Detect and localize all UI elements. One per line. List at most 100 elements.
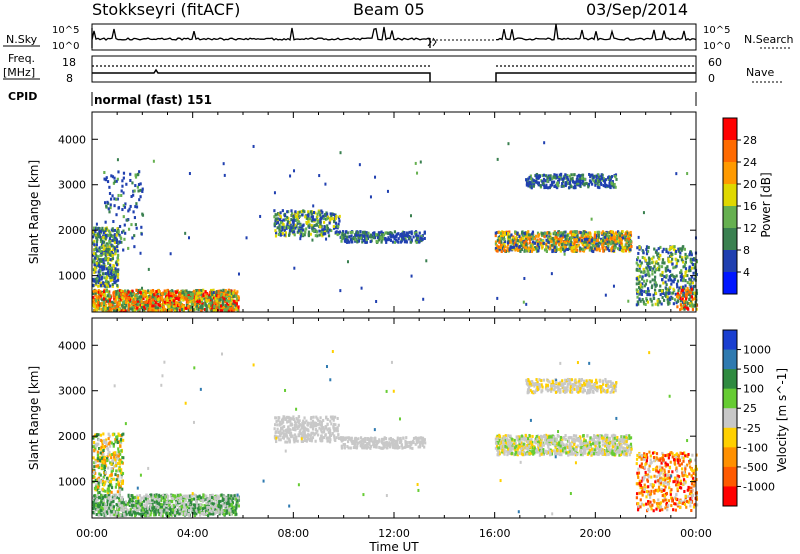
- scatter-cell: [123, 237, 126, 241]
- scatter-cell: [545, 238, 548, 242]
- scatter-cell: [117, 272, 120, 276]
- scatter-cell: [169, 291, 172, 295]
- scatter-cell: [584, 245, 587, 249]
- scatter-cell: [639, 299, 642, 303]
- scatter-cell: [134, 184, 137, 188]
- scatter-cell: [594, 231, 597, 235]
- scatter-cell: [358, 236, 362, 240]
- scatter-cell: [127, 227, 131, 231]
- scatter-cell: [522, 234, 525, 238]
- scatter-cell: [167, 307, 170, 311]
- scatter-cell: [360, 286, 363, 290]
- scatter-cell: [139, 298, 142, 302]
- scatter-cell: [386, 189, 389, 193]
- scatter-cell: [642, 271, 645, 275]
- scatter-cell: [334, 221, 338, 225]
- scatter-cell: [169, 307, 172, 311]
- scatter-cell: [690, 287, 693, 291]
- scatter-cell: [121, 230, 124, 234]
- nave-tick-top: 60: [708, 56, 722, 69]
- scatter-cell: [290, 229, 294, 233]
- scatter-cell: [187, 308, 190, 312]
- scatter-cell: [621, 234, 624, 238]
- scatter-cell: [175, 309, 179, 313]
- scatter-cell: [311, 238, 314, 242]
- scatter-cell: [503, 238, 506, 242]
- scatter-cell: [628, 245, 632, 249]
- scatter-cell: [403, 234, 406, 238]
- scatter-cell: [646, 300, 650, 304]
- scatter-cell: [104, 264, 107, 268]
- scatter-cell: [351, 230, 354, 234]
- scatter-cell: [684, 267, 688, 271]
- scatter-cell: [340, 239, 343, 243]
- scatter-cell: [110, 174, 113, 178]
- scatter-cell: [115, 292, 118, 296]
- scatter-cell: [174, 304, 177, 308]
- scatter-cell: [103, 230, 107, 234]
- scatter-cell: [103, 177, 106, 181]
- scatter-cell: [284, 214, 287, 218]
- scatter-cell: [131, 303, 134, 307]
- scatter-cell: [376, 240, 379, 244]
- scatter-cell: [527, 177, 530, 181]
- scatter-cell: [237, 296, 240, 300]
- scatter-cell: [330, 229, 333, 233]
- scatter-cell: [546, 179, 549, 183]
- scatter-cell: [535, 249, 539, 253]
- scatter-cell: [224, 499, 228, 503]
- scatter-cell: [215, 290, 218, 294]
- scatter-cell: [545, 234, 548, 238]
- scatter-cell: [367, 231, 370, 235]
- scatter-cell: [117, 513, 120, 517]
- scatter-cell: [98, 501, 101, 505]
- scatter-cell: [104, 297, 107, 301]
- scatter-cell: [689, 251, 692, 255]
- scatter-cell: [131, 505, 134, 509]
- scatter-cell: [573, 173, 576, 177]
- scatter-cell: [386, 238, 389, 242]
- scatter-cell: [593, 241, 596, 245]
- scatter-cell: [408, 236, 411, 240]
- scatter-cell: [585, 181, 588, 185]
- scatter-cell: [387, 231, 390, 235]
- scatter-cell: [684, 284, 687, 288]
- scatter-cell: [640, 289, 644, 293]
- scatter-cell: [102, 281, 105, 285]
- scatter-cell: [413, 231, 417, 235]
- scatter-cell: [689, 302, 692, 306]
- scatter-cell: [147, 267, 150, 271]
- scatter-cell: [667, 251, 670, 255]
- scatter-cell: [568, 247, 571, 251]
- scatter-cell: [638, 287, 641, 291]
- scatter-cell: [647, 292, 650, 296]
- scatter-cell: [545, 246, 548, 250]
- scatter-cell: [555, 238, 558, 242]
- scatter-cell: [95, 240, 99, 244]
- scatter-cell: [130, 294, 133, 298]
- scatter-cell: [322, 232, 326, 236]
- scatter-cell: [213, 296, 216, 300]
- scatter-cell: [215, 306, 218, 310]
- scatter-cell: [529, 244, 532, 248]
- scatter-cell: [689, 278, 692, 282]
- scatter-cell: [190, 508, 194, 512]
- scatter-cell: [100, 277, 103, 281]
- scatter-cell: [573, 239, 576, 243]
- scatter-cell: [608, 179, 612, 183]
- scatter-cell: [536, 242, 539, 246]
- scatter-cell: [103, 246, 106, 250]
- scatter-cell: [600, 176, 604, 180]
- scatter-cell: [691, 304, 694, 308]
- scatter-cell: [187, 296, 190, 300]
- scatter-cell: [546, 176, 549, 180]
- scatter-cell: [344, 233, 347, 237]
- scatter-cell: [234, 291, 237, 295]
- scatter-cell: [154, 297, 157, 301]
- scatter-cell: [316, 219, 319, 223]
- scatter-cell: [520, 238, 523, 242]
- scatter-cell: [252, 144, 255, 148]
- scatter-cell: [566, 236, 569, 240]
- scatter-cell: [102, 231, 105, 235]
- scatter-cell: [638, 259, 642, 263]
